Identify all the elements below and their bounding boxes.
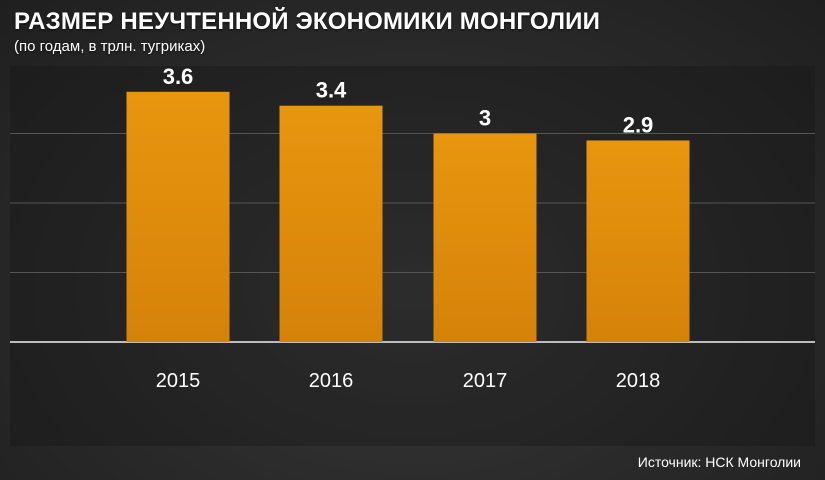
chart-title: РАЗМЕР НЕУЧТЕННОЙ ЭКОНОМИКИ МОНГОЛИИ <box>14 8 601 35</box>
value-label-2017: 3 <box>479 106 491 131</box>
value-label-2016: 3.4 <box>316 78 347 103</box>
x-tick-label-2018: 2018 <box>616 370 661 392</box>
x-tick-label-2015: 2015 <box>156 370 201 392</box>
value-label-2015: 3.6 <box>163 64 194 89</box>
bar-2017 <box>433 133 537 342</box>
x-tick-label-2016: 2016 <box>309 370 354 392</box>
source-note: Источник: НСК Монголии <box>637 454 801 470</box>
x-tick-label-2017: 2017 <box>463 370 508 392</box>
bar-2018 <box>586 140 690 342</box>
chart-subtitle: (по годам, в трлн. тугриках) <box>14 38 206 55</box>
bar-2015 <box>126 91 230 342</box>
value-labels: 3.6 3.4 3 2.9 <box>163 64 654 138</box>
value-label-2018: 2.9 <box>623 112 654 137</box>
x-tick-labels: 2015 2016 2017 2018 <box>156 370 661 392</box>
bars <box>126 91 690 342</box>
bar-2016 <box>279 105 383 342</box>
